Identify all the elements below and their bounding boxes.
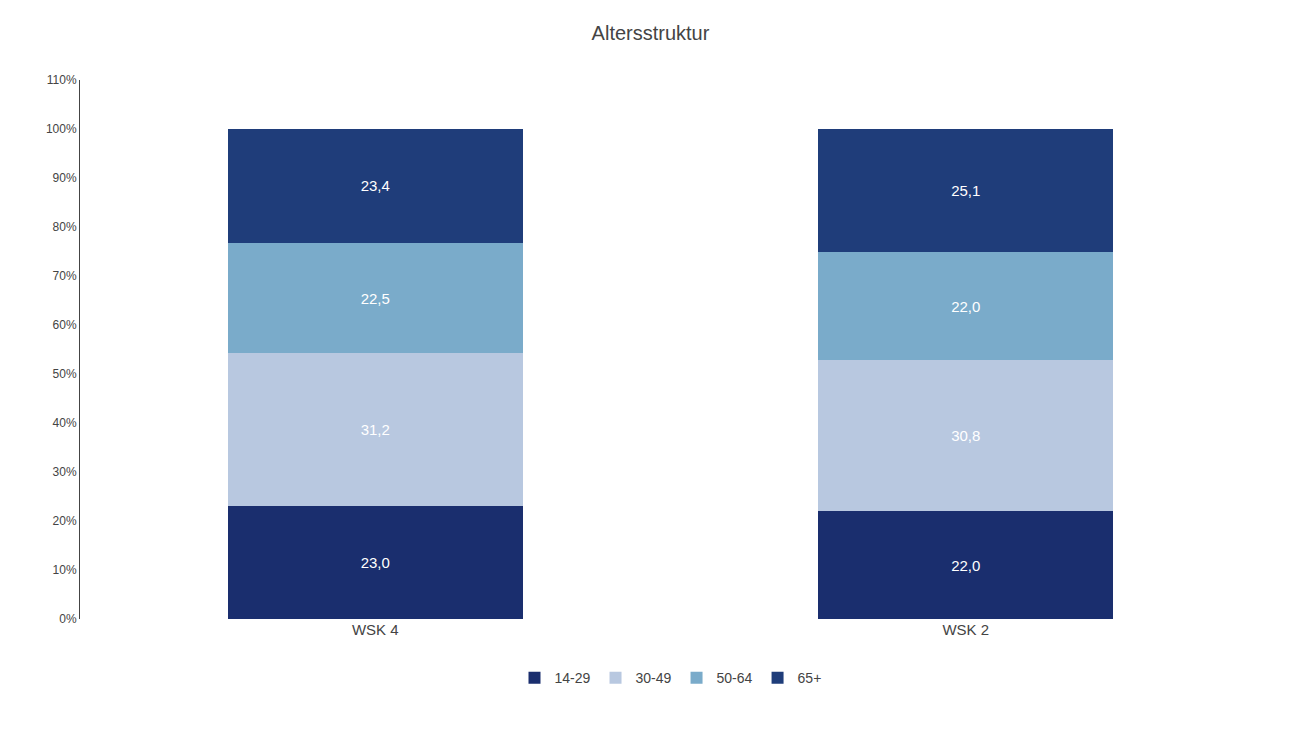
- svg-text:110%: 110%: [47, 73, 77, 87]
- svg-text:90%: 90%: [53, 171, 77, 185]
- svg-text:60%: 60%: [53, 318, 77, 332]
- svg-text:22,5: 22,5: [361, 290, 390, 307]
- svg-text:0%: 0%: [59, 612, 77, 626]
- svg-text:23,0: 23,0: [361, 554, 390, 571]
- svg-text:22,0: 22,0: [951, 557, 980, 574]
- svg-text:14-29: 14-29: [555, 670, 591, 686]
- svg-text:30-49: 30-49: [636, 670, 672, 686]
- svg-text:50-64: 50-64: [717, 670, 753, 686]
- svg-text:20%: 20%: [53, 514, 77, 528]
- svg-text:40%: 40%: [53, 416, 77, 430]
- svg-text:10%: 10%: [53, 563, 77, 577]
- svg-text:Altersstruktur: Altersstruktur: [592, 22, 710, 44]
- svg-text:23,4: 23,4: [361, 177, 390, 194]
- svg-text:22,0: 22,0: [951, 298, 980, 315]
- svg-text:50%: 50%: [53, 367, 77, 381]
- svg-text:70%: 70%: [53, 269, 77, 283]
- svg-text:30%: 30%: [53, 465, 77, 479]
- svg-text:30,8: 30,8: [951, 427, 980, 444]
- svg-text:80%: 80%: [53, 220, 77, 234]
- svg-text:25,1: 25,1: [951, 182, 980, 199]
- svg-text:WSK 2: WSK 2: [942, 621, 989, 638]
- svg-text:WSK 4: WSK 4: [352, 621, 399, 638]
- svg-text:65+: 65+: [798, 670, 822, 686]
- svg-text:100%: 100%: [46, 122, 77, 136]
- svg-text:31,2: 31,2: [361, 421, 390, 438]
